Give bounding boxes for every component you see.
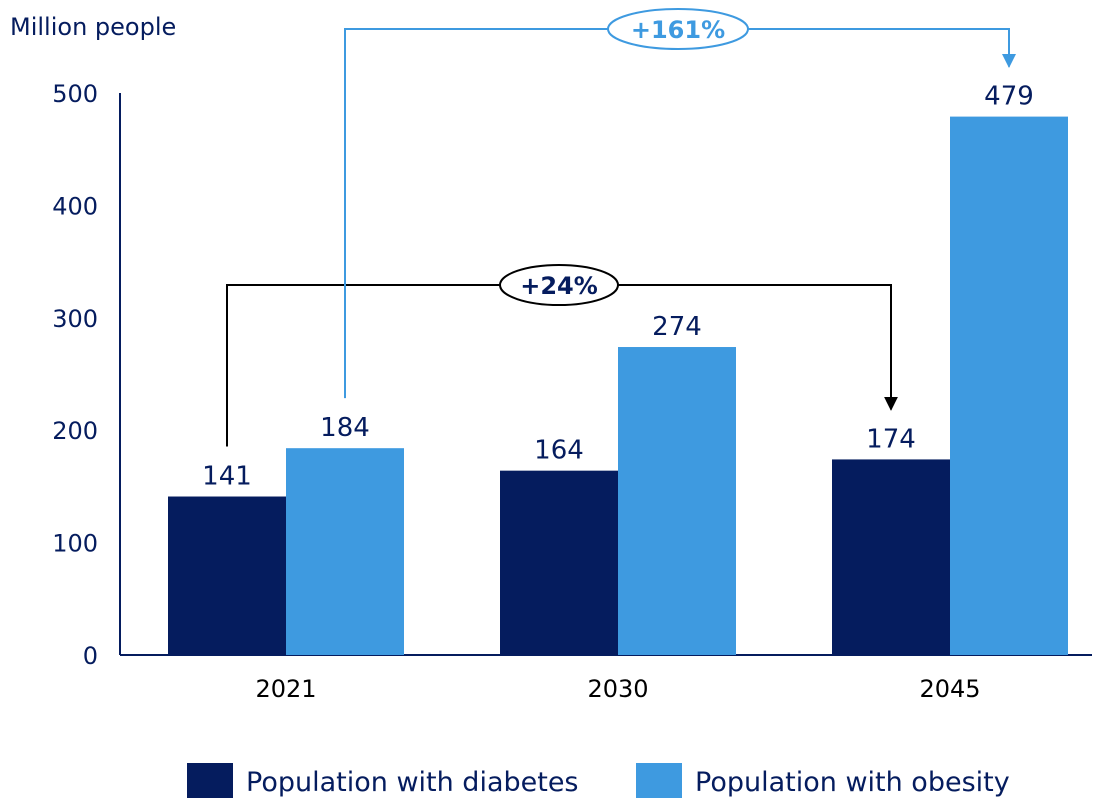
data-label: 274 (652, 312, 702, 342)
x-tick-label: 2021 (255, 675, 316, 703)
bars: 141 164 174 184 274 479 (168, 82, 1068, 655)
x-tick-label: 2030 (587, 675, 648, 703)
legend-label: Population with obesity (695, 767, 1010, 798)
axes: 0 100 200 300 400 500 2021 2030 2045 (52, 80, 1092, 703)
bar (286, 448, 404, 655)
callout-bubble (499, 264, 619, 306)
legend: Population with diabetes Population with … (187, 763, 1010, 798)
y-tick-label: 300 (52, 305, 98, 333)
data-label: 184 (320, 413, 370, 443)
y-tick-label: 500 (52, 80, 98, 108)
data-label: 479 (984, 82, 1034, 112)
y-tick-label: 0 (83, 642, 98, 670)
callout-bubble (607, 8, 749, 50)
callout-label: +24% (520, 272, 598, 300)
data-label: 141 (202, 462, 252, 492)
callouts: +24% +161% (226, 8, 1016, 447)
callout-arrow (344, 28, 1016, 399)
y-tick-label: 100 (52, 530, 98, 558)
x-tick-label: 2045 (919, 675, 980, 703)
bar (950, 116, 1068, 655)
callout-label: +161% (631, 16, 725, 44)
y-tick-label: 200 (52, 417, 98, 445)
bar (500, 470, 618, 655)
bar (832, 459, 950, 655)
legend-swatch (636, 763, 682, 798)
y-axis-label: Million people (10, 13, 176, 41)
legend-label: Population with diabetes (246, 767, 579, 798)
bar (168, 496, 286, 655)
legend-swatch (187, 763, 233, 798)
y-tick-label: 400 (52, 192, 98, 220)
bar (618, 347, 736, 655)
data-label: 174 (866, 424, 916, 454)
data-label: 164 (534, 436, 584, 466)
